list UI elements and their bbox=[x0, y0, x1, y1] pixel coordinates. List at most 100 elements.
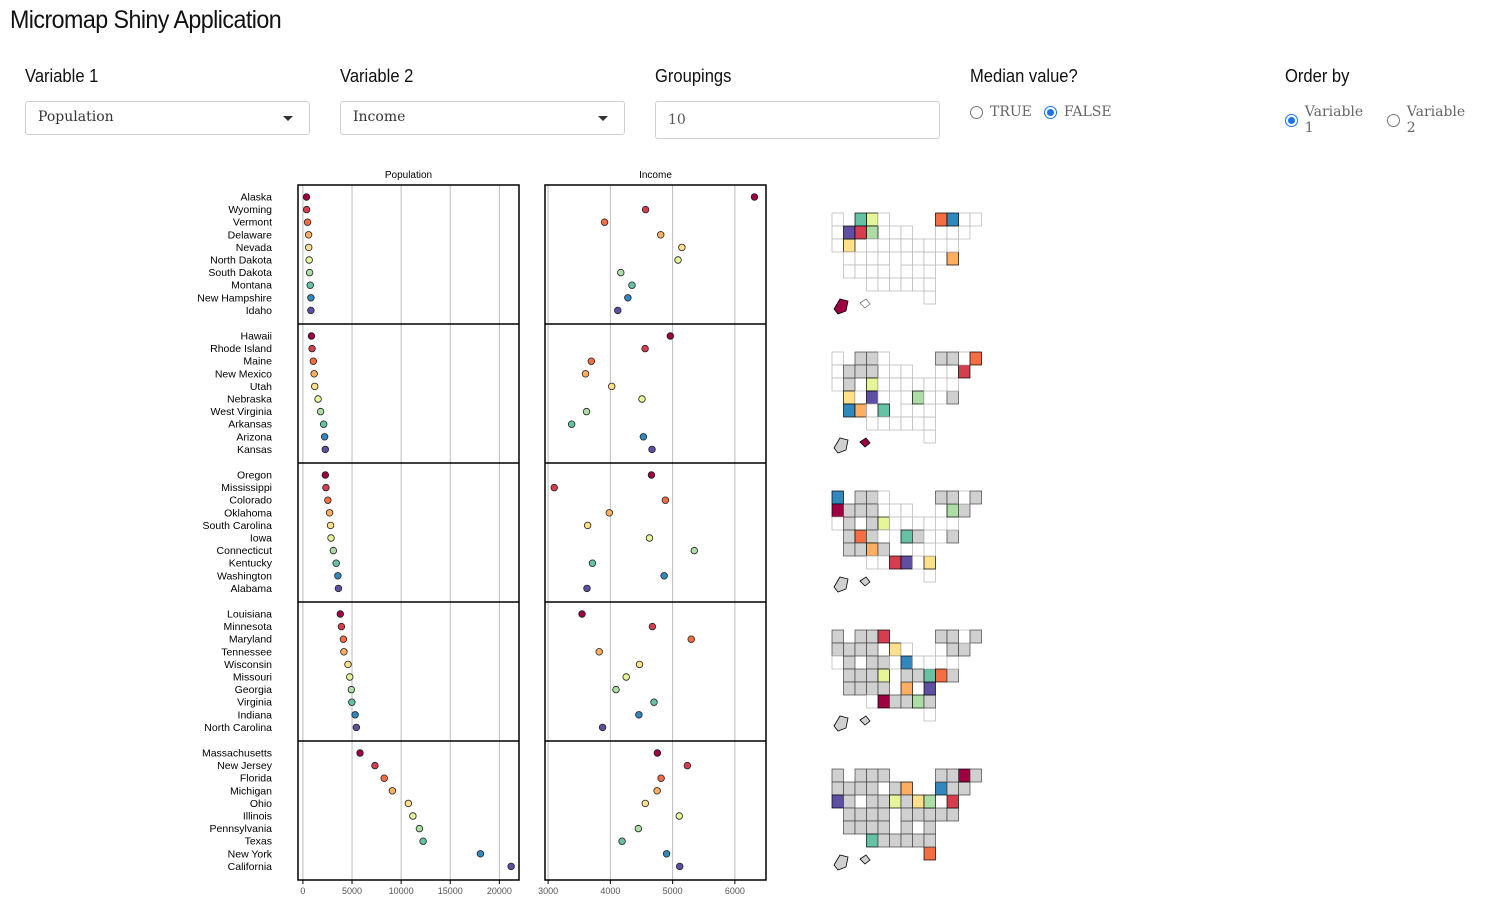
map-state bbox=[923, 277, 936, 292]
population-point bbox=[352, 723, 361, 732]
variable1-label: Variable 1 bbox=[25, 66, 99, 86]
income-point bbox=[578, 610, 586, 618]
population-point bbox=[415, 824, 424, 833]
map-state bbox=[866, 390, 879, 405]
state-label: Vermont bbox=[233, 217, 272, 229]
population-point bbox=[337, 622, 346, 631]
income-point bbox=[628, 281, 636, 289]
x-tick-label-population: 15000 bbox=[438, 886, 463, 896]
map-state bbox=[912, 529, 925, 544]
income-point bbox=[647, 471, 656, 479]
groupings-label: Groupings bbox=[655, 66, 732, 86]
groupings-input[interactable] bbox=[655, 101, 940, 139]
variable2-select[interactable]: Income bbox=[340, 101, 625, 135]
state-label: Illinois bbox=[243, 811, 272, 823]
map-state bbox=[935, 807, 948, 822]
state-label: Maryland bbox=[229, 634, 272, 646]
state-label: Arizona bbox=[236, 431, 272, 443]
state-label: New Jersey bbox=[217, 760, 273, 772]
map-state bbox=[946, 807, 959, 822]
variable1-select[interactable]: Population bbox=[25, 101, 310, 135]
population-point bbox=[327, 534, 335, 542]
map-state bbox=[854, 390, 867, 405]
map-state bbox=[889, 655, 902, 670]
state-label: South Dakota bbox=[208, 267, 272, 279]
state-label: Utah bbox=[250, 381, 272, 393]
map-state bbox=[946, 503, 959, 518]
map-state bbox=[935, 768, 948, 783]
map-state bbox=[866, 403, 879, 418]
map-state bbox=[923, 555, 936, 570]
map-state bbox=[935, 642, 948, 657]
chevron-down-icon bbox=[283, 116, 293, 121]
map-state bbox=[946, 768, 959, 783]
state-label: Wisconsin bbox=[224, 659, 272, 671]
map-state bbox=[877, 529, 890, 544]
map-state bbox=[935, 212, 948, 227]
median-option-true[interactable]: TRUE bbox=[970, 104, 1032, 120]
state-label: Texas bbox=[245, 836, 272, 848]
map-state bbox=[900, 251, 913, 266]
population-point bbox=[319, 420, 328, 428]
app-title: Micromap Shiny Application bbox=[10, 6, 282, 34]
map-state bbox=[923, 655, 936, 670]
map-state bbox=[912, 794, 925, 809]
income-point bbox=[567, 420, 576, 428]
state-label: Missouri bbox=[233, 672, 272, 684]
population-point bbox=[329, 546, 338, 555]
map-state bbox=[877, 403, 890, 418]
map-state bbox=[923, 807, 936, 822]
income-point bbox=[595, 648, 603, 656]
x-tick-label-income: 3000 bbox=[538, 886, 558, 896]
income-point bbox=[638, 395, 646, 403]
map-state bbox=[900, 833, 913, 848]
map-state bbox=[889, 555, 902, 570]
state-label: New Hampshire bbox=[197, 292, 272, 304]
map-state bbox=[912, 277, 925, 292]
income-point bbox=[657, 231, 665, 239]
variable2-label: Variable 2 bbox=[340, 66, 414, 86]
map-state bbox=[866, 629, 879, 644]
order-option-variable1[interactable]: Variable 1 bbox=[1285, 104, 1375, 136]
map-state bbox=[866, 542, 879, 557]
population-point bbox=[322, 483, 330, 492]
income-point bbox=[582, 407, 591, 416]
map-state bbox=[900, 403, 913, 418]
income-point bbox=[660, 572, 668, 580]
map-state bbox=[831, 503, 844, 518]
median-option-true-label: TRUE bbox=[990, 104, 1032, 120]
map-state bbox=[866, 833, 879, 848]
map-state bbox=[889, 833, 902, 848]
map-state bbox=[946, 225, 959, 240]
map-state bbox=[854, 768, 867, 783]
state-label: Indiana bbox=[238, 709, 273, 721]
map-state bbox=[889, 377, 902, 392]
population-point bbox=[332, 559, 340, 567]
population-point bbox=[305, 243, 313, 252]
map-state bbox=[935, 490, 948, 505]
income-point bbox=[600, 218, 609, 226]
map-state bbox=[866, 377, 879, 392]
population-point bbox=[326, 521, 335, 530]
map-state-hawaii bbox=[859, 576, 871, 587]
map-state bbox=[946, 642, 959, 657]
map-state bbox=[889, 694, 902, 709]
map-state bbox=[866, 781, 879, 796]
map-state bbox=[923, 403, 936, 418]
income-point bbox=[650, 698, 658, 706]
income-point bbox=[634, 824, 643, 833]
map-state bbox=[877, 277, 890, 292]
map-state bbox=[923, 794, 936, 809]
map-state bbox=[969, 768, 982, 783]
radio-checked-icon bbox=[1043, 105, 1057, 119]
map-state bbox=[900, 503, 913, 518]
map-state bbox=[854, 529, 867, 544]
map-state bbox=[946, 794, 959, 809]
map-state bbox=[877, 694, 890, 709]
map-state bbox=[854, 490, 867, 505]
population-point bbox=[324, 496, 332, 504]
order-option-variable2[interactable]: Variable 2 bbox=[1387, 104, 1477, 136]
income-point bbox=[641, 344, 649, 353]
map-state bbox=[843, 238, 856, 253]
median-option-false[interactable]: FALSE bbox=[1043, 104, 1112, 120]
